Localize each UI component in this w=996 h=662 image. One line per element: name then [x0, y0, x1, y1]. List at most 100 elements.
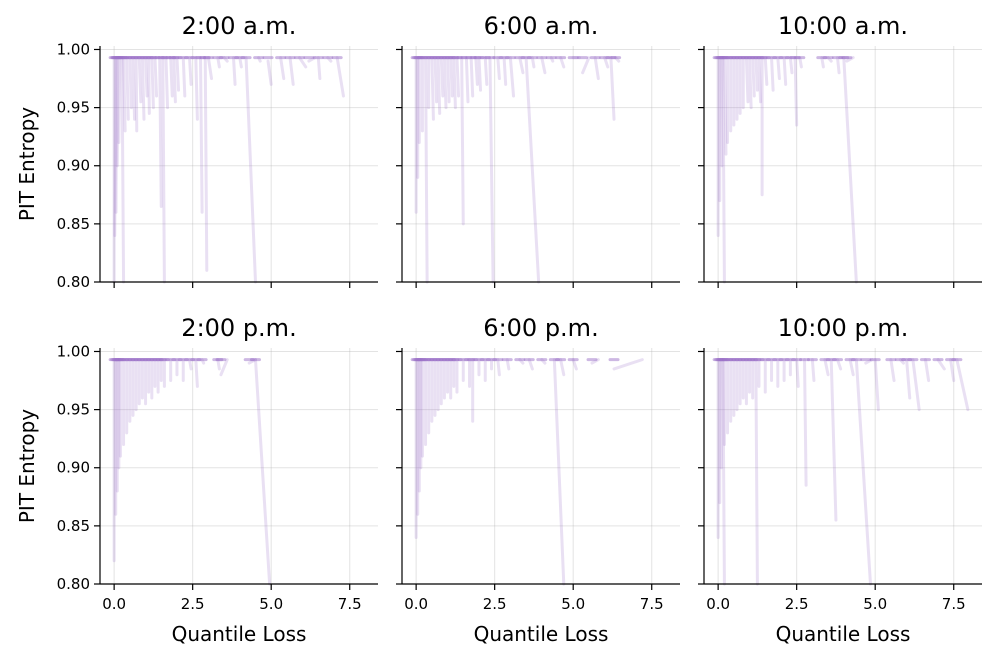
segment-mark — [763, 56, 769, 86]
segment-mark — [848, 358, 855, 377]
segment-mark — [125, 56, 130, 121]
segment-mark — [161, 56, 166, 284]
segment-mark — [194, 358, 199, 388]
segment-mark — [603, 56, 610, 69]
segment-mark — [137, 56, 143, 104]
x-tick-label: 5.0 — [561, 595, 585, 613]
segment-mark — [842, 56, 858, 284]
segment-mark — [194, 56, 199, 121]
segment-mark — [128, 56, 133, 110]
segment-mark — [474, 56, 479, 86]
segment-mark — [508, 56, 516, 98]
segment-mark — [114, 56, 119, 214]
segment-mark — [153, 56, 159, 98]
segment-mark — [172, 56, 177, 104]
segment-mark — [150, 56, 155, 110]
x-tick-label: 7.5 — [640, 595, 664, 613]
segment-mark — [203, 56, 209, 272]
segment-mark — [232, 56, 237, 86]
y-tick-label: 0.90 — [57, 459, 90, 477]
series-segments — [414, 56, 621, 284]
y-tick-label: 0.85 — [57, 517, 90, 535]
y-tick-label: 0.80 — [57, 575, 90, 593]
segment-mark — [120, 56, 126, 284]
segment-mark — [911, 358, 921, 412]
segment-mark — [446, 56, 451, 104]
segment-mark — [854, 358, 872, 586]
segment-mark — [798, 56, 803, 69]
segment-mark — [206, 56, 214, 81]
panel-title: 6:00 p.m. — [483, 314, 598, 342]
segment-mark — [216, 56, 221, 69]
y-tick-label: 1.00 — [57, 342, 90, 360]
segment-mark — [744, 56, 750, 104]
segment-mark — [721, 56, 726, 284]
segment-mark — [836, 358, 843, 371]
x-axis-label: Quantile Loss — [172, 622, 307, 646]
series-segments — [716, 56, 858, 284]
segment-mark — [782, 56, 788, 86]
segment-mark — [134, 56, 139, 133]
segment-mark — [923, 358, 931, 383]
segment-mark — [199, 56, 204, 214]
y-tick-label: 0.90 — [57, 157, 90, 175]
x-tick-label: 7.5 — [942, 595, 966, 613]
segment-mark — [169, 56, 174, 98]
segment-mark — [873, 358, 880, 412]
segment-mark — [612, 358, 644, 371]
x-axis-label: Quantile Loss — [474, 622, 609, 646]
segment-mark — [889, 358, 896, 383]
segment-mark — [442, 56, 448, 110]
panel-3: 10:00 a.m. — [698, 12, 982, 288]
segment-mark — [955, 358, 970, 412]
segment-mark — [424, 56, 429, 284]
segment-mark — [609, 56, 616, 121]
x-tick-label: 5.0 — [863, 595, 887, 613]
segment-mark — [757, 56, 763, 104]
segment-mark — [571, 358, 578, 371]
segment-mark — [279, 56, 286, 81]
panel-4: 0.0 2.5 5.0 7.5 0.80 0.85 0.90 0.95 1.00 2:00 p.m… — [15, 314, 378, 646]
segment-mark — [464, 56, 470, 104]
segment-mark — [266, 59, 273, 86]
segment-mark — [559, 56, 566, 69]
segment-mark — [436, 56, 442, 115]
segment-mark — [244, 56, 257, 284]
segment-mark — [253, 358, 272, 586]
segment-mark — [460, 56, 465, 226]
segment-mark — [593, 56, 600, 81]
segment-mark — [477, 56, 483, 92]
segment-mark — [483, 56, 489, 86]
segment-mark — [936, 358, 946, 371]
segment-mark — [469, 56, 475, 98]
segment-mark — [140, 56, 146, 121]
segment-mark — [527, 358, 534, 371]
segment-mark — [496, 358, 501, 377]
segment-mark — [559, 358, 566, 377]
y-axis-label: PIT Entropy — [15, 107, 39, 221]
series-segments — [112, 358, 272, 586]
segment-mark — [122, 56, 127, 133]
segment-mark — [524, 56, 541, 284]
series-segments — [112, 56, 345, 284]
x-axis-label: Quantile Loss — [776, 622, 911, 646]
segment-mark — [131, 56, 137, 121]
panel-1: 0.80 0.85 0.90 0.95 1.00 2:00 a.m. PIT Entropy — [15, 12, 378, 291]
segment-mark — [238, 56, 243, 69]
segment-mark — [449, 56, 454, 98]
panel-title: 10:00 a.m. — [778, 12, 908, 40]
segment-mark — [770, 56, 775, 92]
segment-mark — [502, 56, 508, 86]
panel-5: 0.0 2.5 5.0 7.5 6:00 p.m. Quantile Loss — [396, 314, 680, 646]
segment-mark — [530, 56, 536, 69]
segment-mark — [316, 56, 322, 81]
x-tick-label: 2.5 — [181, 595, 205, 613]
x-tick-label: 0.0 — [404, 595, 428, 613]
segment-mark — [439, 56, 445, 98]
segment-mark — [158, 56, 163, 208]
y-axis-label: PIT Entropy — [15, 409, 39, 523]
segment-mark — [144, 56, 149, 98]
segment-mark — [754, 358, 759, 586]
segment-mark — [188, 56, 193, 86]
